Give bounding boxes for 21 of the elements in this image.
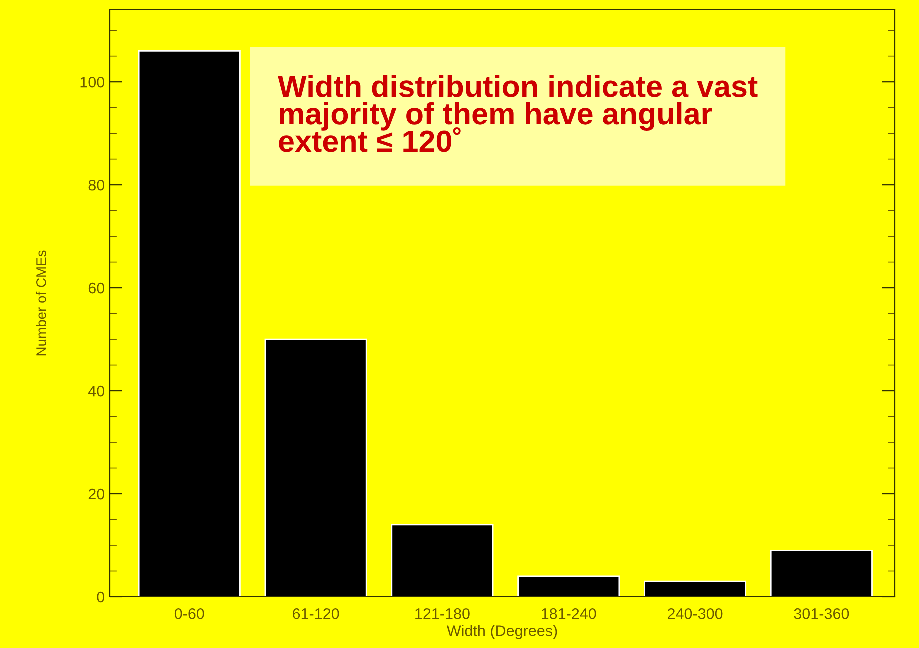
x-tick-label: 61-120 <box>293 608 340 620</box>
bar <box>770 550 873 597</box>
x-tick-label: 181-240 <box>542 608 596 620</box>
y-tick-label: 40 <box>88 386 105 397</box>
bar <box>644 580 747 597</box>
bar <box>264 338 368 597</box>
x-tick-label: 240-300 <box>668 608 723 620</box>
x-tick-label: 0-60 <box>174 608 204 620</box>
bar <box>518 576 620 597</box>
y-tick-label: 100 <box>80 76 105 88</box>
y-axis-title: Number of CMEs <box>36 250 46 356</box>
y-tick-label: 20 <box>88 488 105 500</box>
y-tick-label: 0 <box>97 592 105 603</box>
annotation: Width distribution indicate a vast majority of them have angular extent ≤ 120˚ <box>278 75 758 152</box>
bar <box>391 524 494 597</box>
y-tick-label: 60 <box>88 282 105 294</box>
bar <box>138 50 241 597</box>
x-axis-title: Width (Degrees) <box>446 625 558 640</box>
x-tick-label: 301-360 <box>794 608 850 620</box>
y-tick-label: 80 <box>88 180 105 191</box>
x-tick-label: 121-180 <box>416 608 470 620</box>
